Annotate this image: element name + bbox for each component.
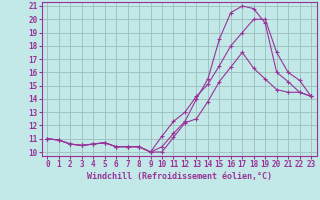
X-axis label: Windchill (Refroidissement éolien,°C): Windchill (Refroidissement éolien,°C) bbox=[87, 172, 272, 181]
